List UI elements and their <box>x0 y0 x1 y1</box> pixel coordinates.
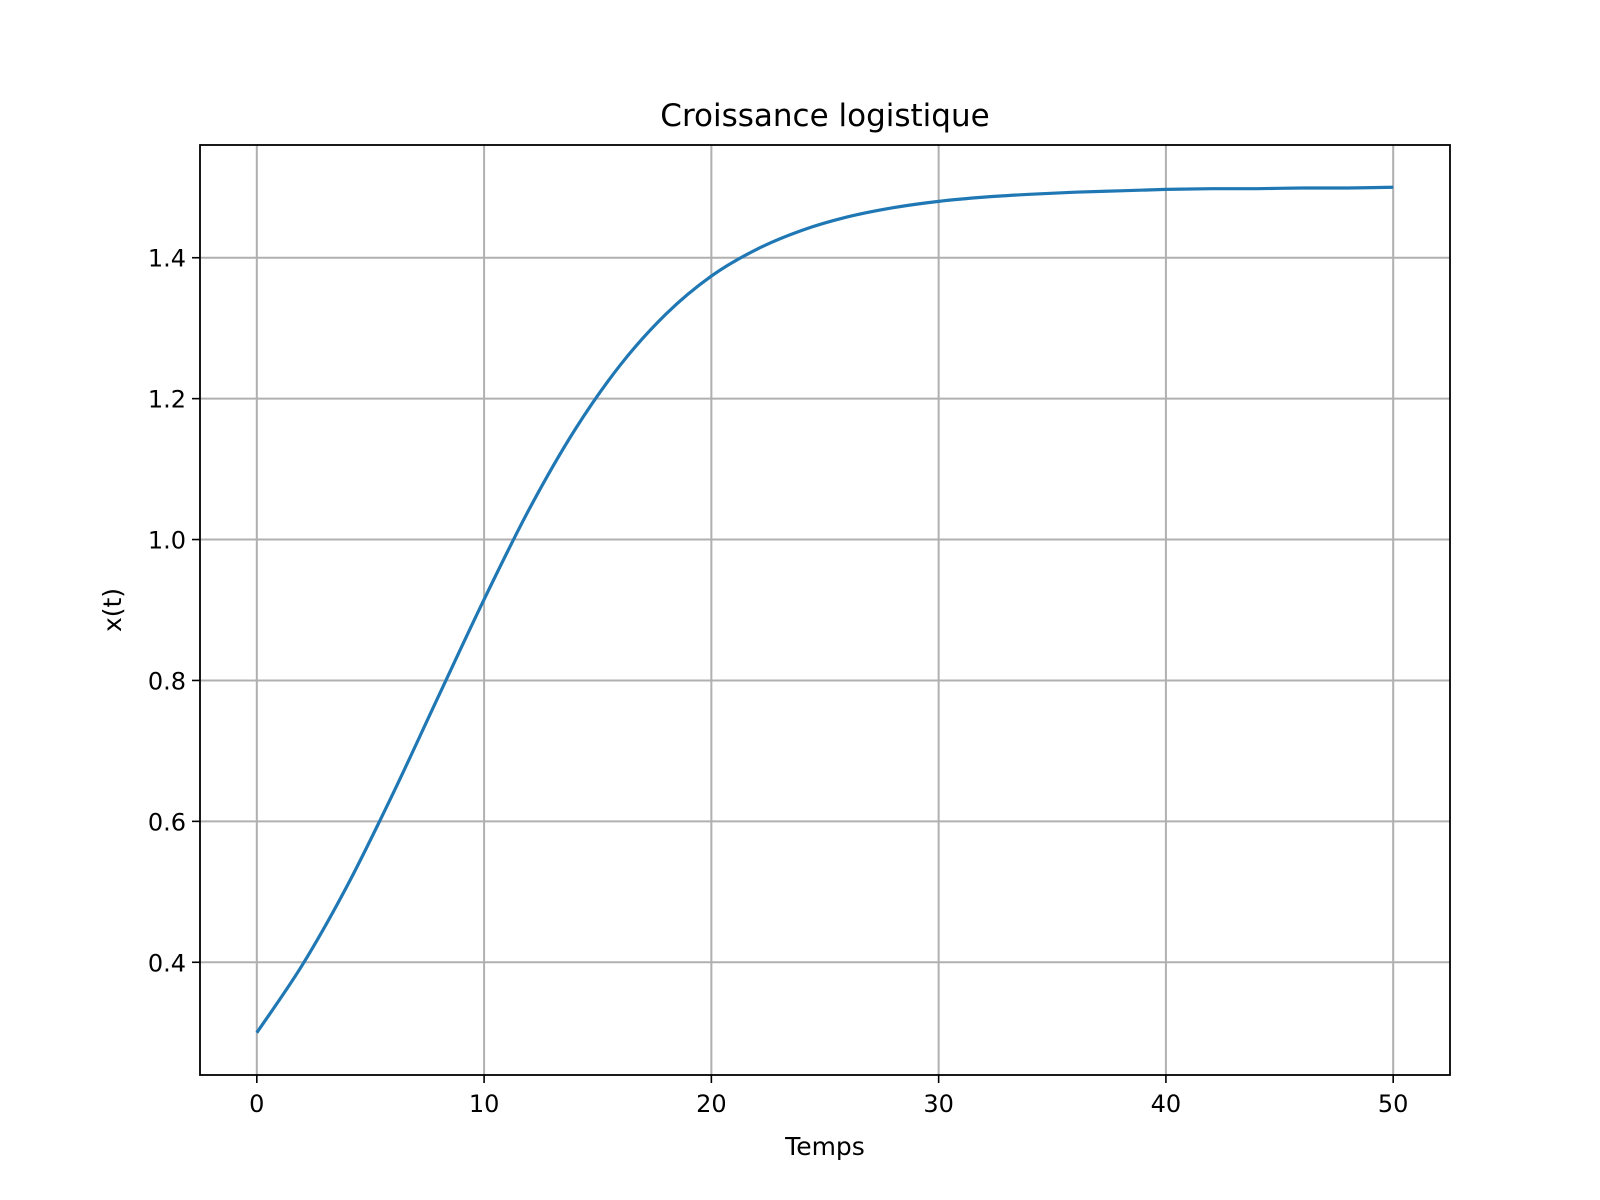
axis-ticks: 0 10 20 30 40 50 0.4 0.6 0.8 1.0 1.2 1.4 <box>148 245 1409 1118</box>
y-tick-label: 0.8 <box>148 667 186 695</box>
x-axis-label: Temps <box>784 1132 865 1161</box>
plot-frame <box>199 144 1451 1076</box>
series-line <box>255 185 1394 1034</box>
x-tick-label: 30 <box>923 1090 954 1118</box>
x-tick-label: 10 <box>469 1090 500 1118</box>
x-tick-label: 40 <box>1151 1090 1182 1118</box>
y-tick-label: 1.0 <box>148 527 186 555</box>
y-tick-label: 0.6 <box>148 808 186 836</box>
y-tick-label: 0.4 <box>148 949 186 977</box>
data-series <box>255 185 1394 1034</box>
y-tick-label: 1.2 <box>148 386 186 414</box>
y-tick-label: 1.4 <box>148 245 186 273</box>
grid-lines <box>200 145 1450 1075</box>
y-axis-label: x(t) <box>98 588 127 632</box>
x-tick-label: 20 <box>696 1090 727 1118</box>
x-tick-label: 0 <box>249 1090 264 1118</box>
plot-background <box>200 145 1450 1075</box>
chart-title: Croissance logistique <box>660 98 989 134</box>
x-tick-label: 50 <box>1378 1090 1409 1118</box>
